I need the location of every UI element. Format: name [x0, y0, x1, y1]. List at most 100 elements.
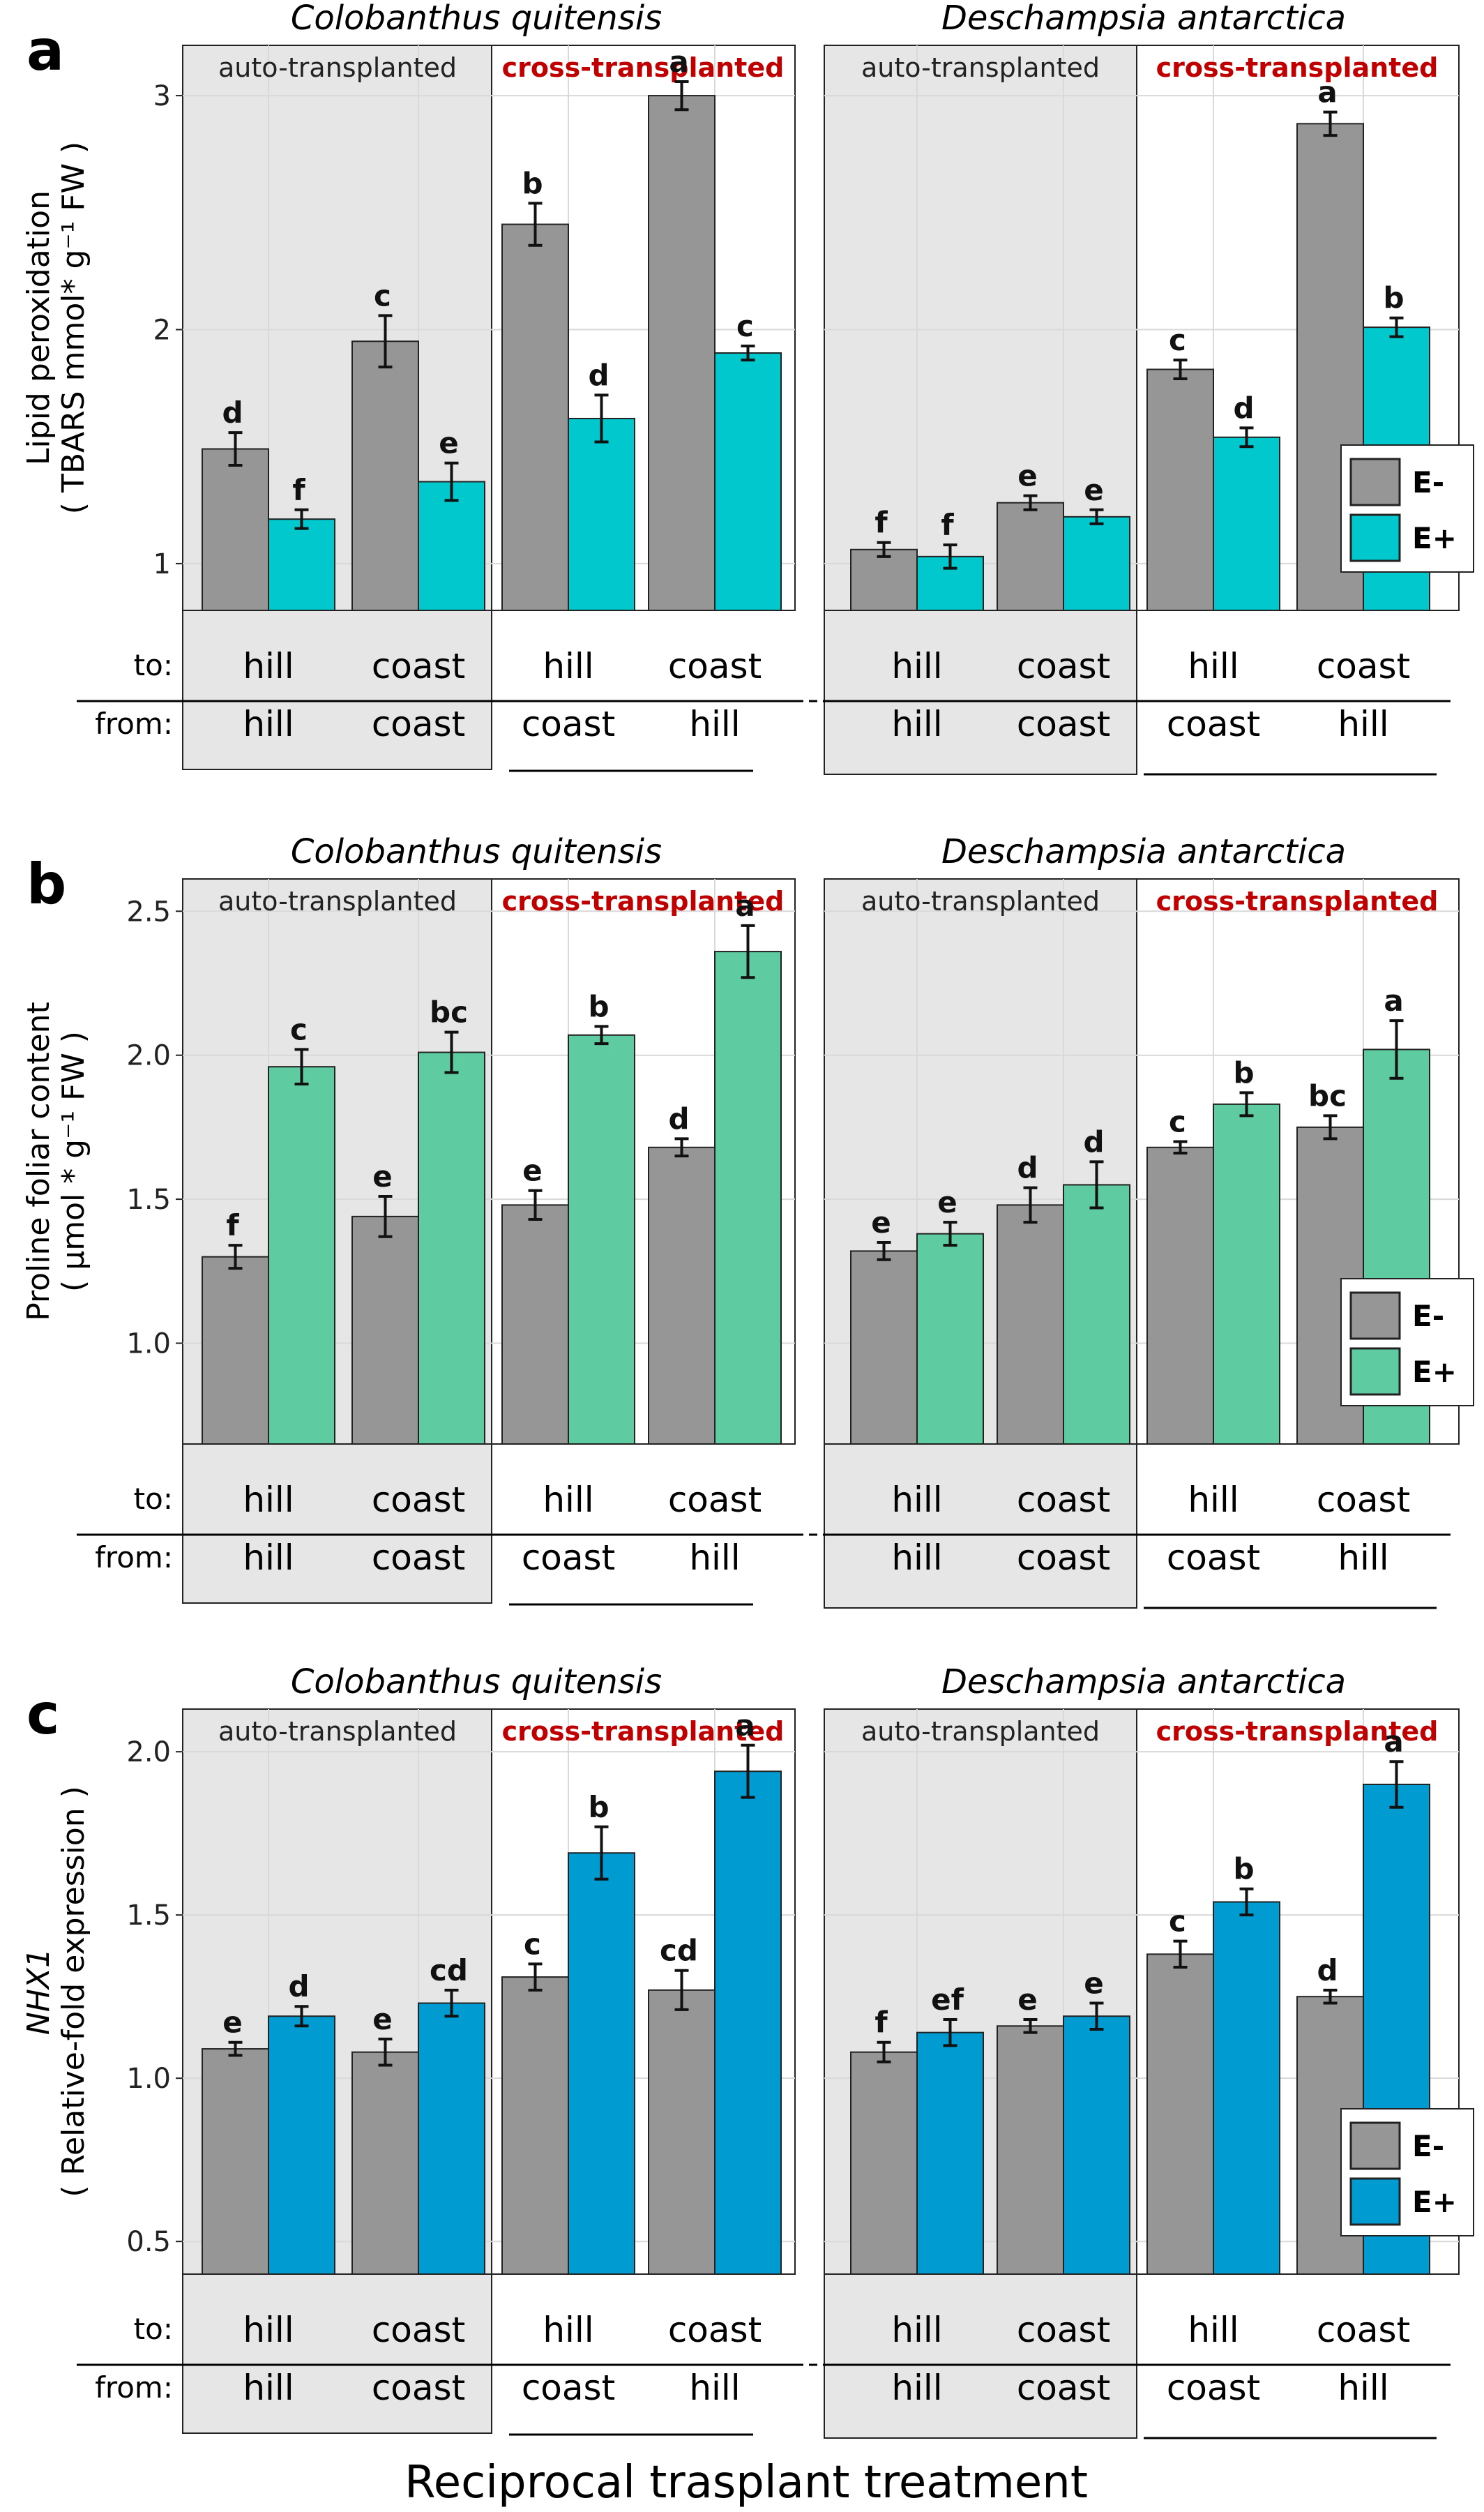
auto-section-label: auto-transplanted	[218, 886, 457, 917]
bar-e_plus	[568, 1034, 635, 1445]
legend-label-e-minus: E-	[1412, 465, 1444, 499]
significance-letter: f	[874, 2006, 888, 2040]
cross-section-label: cross-transplanted	[1156, 1716, 1439, 1747]
from-category-label: coast	[372, 704, 465, 744]
significance-letter: f	[226, 1208, 239, 1242]
y-axis-label-line: Lipid peroxidation	[21, 190, 56, 465]
significance-letter: ef	[931, 1983, 964, 2017]
y-tick-label: 2	[153, 315, 171, 347]
significance-letter: b	[522, 166, 543, 200]
bar-e_minus	[202, 448, 269, 611]
bar-e_minus	[501, 223, 569, 611]
from-category-label: coast	[372, 1537, 465, 1578]
to-category-label: coast	[1017, 2310, 1110, 2350]
significance-letter: c	[374, 278, 391, 313]
from-category-label: coast	[1017, 1537, 1110, 1578]
bar-e_minus	[351, 1215, 419, 1445]
panel-b: 1.0 1.5 2.0 2.5 b Proline foliar content( µmo…	[21, 832, 1474, 1609]
y-axis-label-line: Proline foliar content	[21, 1002, 56, 1321]
legend-label-e-plus: E+	[1412, 2185, 1457, 2219]
from-category-label: hill	[243, 704, 294, 744]
to-category-label: hill	[243, 2310, 294, 2350]
significance-letter: f	[941, 508, 954, 542]
to-category-label: coast	[668, 646, 762, 686]
y-tick-label: 1.0	[126, 2063, 171, 2095]
legend-swatch-e-minus	[1349, 1291, 1401, 1340]
y-tick-label: 0.5	[126, 2226, 171, 2258]
bar-e_minus	[997, 1204, 1064, 1445]
significance-letter: e	[522, 1154, 543, 1188]
bar-e_minus	[648, 95, 716, 612]
to-category-label: hill	[1188, 1480, 1239, 1520]
bar-e_plus	[418, 1051, 485, 1445]
to-category-label: coast	[1017, 1480, 1110, 1520]
bar-e_minus	[850, 548, 918, 612]
bar-e_minus	[648, 1989, 716, 2276]
legend-swatch-e-plus	[1349, 1347, 1401, 1396]
bar-e_plus	[1063, 516, 1130, 611]
figure-xlabel: Reciprocal trasplant treatment	[404, 2457, 1088, 2509]
bar-e_plus	[268, 518, 335, 611]
bar-e_minus	[997, 502, 1064, 611]
legend-swatch-e-plus	[1349, 513, 1401, 562]
bar-e_plus	[714, 1770, 782, 2275]
bar-e_plus	[1213, 1901, 1280, 2275]
significance-letter: c	[524, 1927, 541, 1961]
cross-section-label: cross-transplanted	[502, 1716, 785, 1747]
from-row-label: from:	[95, 2370, 173, 2405]
from-category-label: coast	[1017, 2368, 1110, 2408]
legend-label-e-minus: E-	[1412, 2129, 1444, 2163]
from-category-label: coast	[1017, 704, 1110, 744]
bar-e_plus	[1213, 436, 1280, 612]
bar-e_minus	[1146, 1146, 1214, 1445]
significance-letter: a	[1384, 1724, 1403, 1759]
significance-letter: b	[588, 989, 609, 1023]
from-category-label: coast	[522, 1537, 615, 1578]
y-tick-label: 1.0	[126, 1328, 171, 1360]
y-tick-label: 1	[153, 548, 171, 580]
significance-letter: c	[1169, 1105, 1186, 1139]
significance-letter: cd	[660, 1934, 698, 1968]
to-row-label: to:	[134, 2312, 173, 2346]
to-category-label: hill	[891, 2310, 942, 2350]
legend-swatch-e-minus	[1349, 2121, 1401, 2170]
auto-section-shade-2	[824, 45, 1137, 775]
bar-e_plus	[418, 481, 485, 611]
cross-section-label: cross-transplanted	[1156, 886, 1439, 917]
cross-section-label: cross-transplanted	[502, 886, 785, 917]
legend-label-e-minus: E-	[1412, 1299, 1444, 1333]
significance-letter: e	[1017, 1983, 1038, 2017]
to-category-label: hill	[1188, 2310, 1239, 2350]
panel-letter: b	[26, 852, 66, 917]
from-category-label: coast	[522, 704, 615, 744]
significance-letter: f	[874, 506, 888, 540]
y-axis-label-line: NHX1	[21, 1948, 56, 2035]
legend-label-e-plus: E+	[1412, 1355, 1457, 1389]
y-tick-label: 1.5	[126, 1184, 171, 1216]
from-category-label: hill	[1338, 1537, 1388, 1578]
significance-letter: e	[937, 1185, 957, 1219]
y-tick-label: 2.5	[126, 896, 171, 928]
significance-letter: e	[1084, 473, 1104, 507]
auto-section-label: auto-transplanted	[861, 52, 1100, 83]
panel-letter: a	[26, 18, 64, 83]
bar-e_plus	[568, 417, 635, 611]
to-category-label: coast	[1317, 646, 1410, 686]
from-category-label: hill	[1338, 2368, 1388, 2408]
bar-e_plus	[268, 2015, 335, 2276]
from-category-label: hill	[689, 2368, 740, 2408]
bar-e_plus	[268, 1066, 335, 1445]
significance-letter: a	[1317, 75, 1337, 110]
significance-letter: b	[1383, 281, 1404, 315]
y-axis-label-line: ( TBARS mmol* g⁻¹ FW )	[56, 142, 91, 514]
species-title: Colobanthus quitensis	[291, 832, 662, 871]
bar-e_minus	[202, 1256, 269, 1445]
from-category-label: hill	[689, 704, 740, 744]
bar-e_plus	[1213, 1103, 1280, 1445]
legend-swatch-e-minus	[1349, 458, 1401, 506]
bar-e_plus	[568, 1852, 635, 2275]
to-category-label: hill	[243, 1480, 294, 1520]
panel-a: 1 2 3 a Lipid peroxidation( TBARS mmol* g⁻¹ …	[21, 0, 1474, 776]
to-category-label: coast	[668, 1480, 762, 1520]
y-tick-label: 2.0	[126, 1040, 171, 1072]
